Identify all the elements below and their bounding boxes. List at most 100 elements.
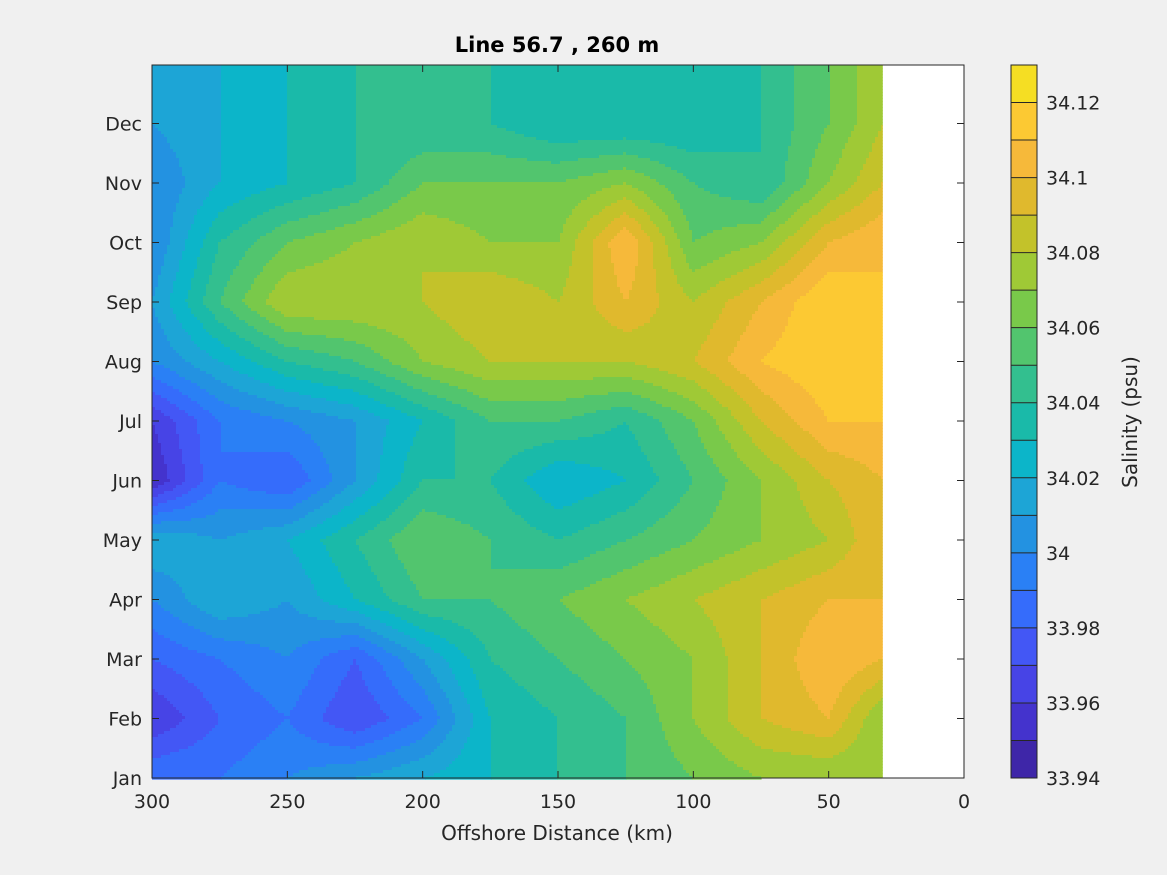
contour-cell	[152, 560, 300, 564]
contour-cell	[590, 524, 654, 528]
contour-cell	[332, 557, 366, 561]
contour-cell	[203, 479, 312, 483]
contour-cell	[650, 158, 789, 162]
contour-cell	[221, 158, 288, 162]
contour-cell	[728, 659, 762, 663]
contour-cell	[152, 593, 186, 597]
contour-cell	[758, 446, 792, 450]
contour-cell	[245, 251, 279, 255]
contour-cell	[239, 674, 312, 678]
contour-cell	[722, 752, 792, 756]
contour-cell	[638, 443, 675, 447]
contour-cell	[680, 239, 693, 243]
contour-cell	[830, 83, 858, 87]
contour-cell	[296, 503, 324, 507]
contour-cell	[152, 611, 171, 615]
contour-cell	[848, 233, 883, 237]
contour-cell	[749, 320, 789, 324]
contour-cell	[455, 419, 489, 423]
contour-cell	[194, 416, 216, 420]
contour-cell	[239, 407, 300, 411]
contour-cell	[230, 365, 264, 369]
contour-cell	[731, 353, 768, 357]
contour-cell	[224, 773, 294, 777]
contour-cell	[152, 473, 168, 477]
contour-cell	[299, 347, 372, 351]
contour-cell	[152, 599, 189, 603]
contour-cell	[221, 428, 303, 432]
contour-cell	[818, 143, 846, 147]
contour-cell	[188, 293, 207, 297]
contour-cell	[746, 545, 816, 549]
contour-cell	[305, 236, 372, 240]
contour-cell	[677, 644, 723, 648]
contour-cell	[737, 452, 765, 456]
contour-cell	[761, 614, 816, 618]
contour-cell	[491, 95, 762, 99]
contour-cell	[152, 644, 183, 648]
contour-cell	[791, 257, 816, 261]
contour-cell	[650, 464, 687, 468]
contour-cell	[191, 227, 210, 231]
contour-cell	[620, 215, 630, 219]
contour-cell	[854, 458, 883, 462]
contour-cell	[632, 329, 711, 333]
colorbar-band	[1011, 440, 1037, 479]
contour-cell	[404, 338, 465, 342]
contour-cell	[371, 566, 405, 570]
contour-cell	[176, 278, 192, 282]
contour-cell	[392, 176, 579, 180]
contour-cell	[452, 728, 471, 732]
contour-cell	[728, 356, 765, 360]
contour-cell	[494, 485, 531, 489]
contour-cell	[575, 590, 645, 594]
contour-cell	[563, 227, 585, 231]
contour-cell	[185, 185, 216, 189]
contour-cell	[458, 683, 480, 687]
contour-cell	[254, 242, 288, 246]
contour-cell	[218, 722, 282, 726]
contour-cell	[692, 674, 729, 678]
contour-cell	[536, 527, 585, 531]
contour-cell	[221, 167, 288, 171]
contour-cell	[338, 566, 372, 570]
contour-cell	[221, 74, 288, 78]
contour-cell	[413, 371, 465, 375]
contour-cell	[857, 110, 883, 114]
contour-cell	[368, 563, 405, 567]
contour-cell	[152, 434, 159, 438]
contour-cell	[650, 587, 720, 591]
contour-cell	[593, 254, 612, 258]
contour-cell	[197, 266, 213, 270]
contour-cell	[287, 89, 357, 93]
contour-cell	[206, 515, 306, 519]
contour-cell	[152, 218, 174, 222]
contour-cell	[737, 419, 762, 423]
contour-cell	[470, 728, 492, 732]
contour-cell	[788, 473, 822, 477]
contour-cell	[695, 359, 729, 363]
contour-cell	[347, 608, 381, 612]
contour-cell	[638, 608, 705, 612]
contour-cell	[419, 758, 456, 762]
contour-cell	[716, 419, 738, 423]
contour-cell	[302, 467, 330, 471]
contour-cell	[713, 260, 762, 264]
contour-cell	[419, 356, 486, 360]
contour-cell	[842, 500, 883, 504]
contour-cell	[158, 494, 183, 498]
contour-cell	[302, 464, 330, 468]
contour-cell	[482, 695, 534, 699]
contour-cell	[422, 296, 552, 300]
contour-cell	[188, 236, 207, 240]
contour-cell	[761, 746, 849, 750]
contour-cell	[857, 119, 883, 123]
contour-cell	[398, 506, 510, 510]
contour-cell	[572, 254, 594, 258]
contour-cell	[413, 608, 504, 612]
contour-cell	[794, 89, 831, 93]
contour-cell	[518, 452, 645, 456]
contour-cell	[170, 242, 186, 246]
contour-cell	[323, 455, 357, 459]
contour-cell	[605, 206, 639, 210]
